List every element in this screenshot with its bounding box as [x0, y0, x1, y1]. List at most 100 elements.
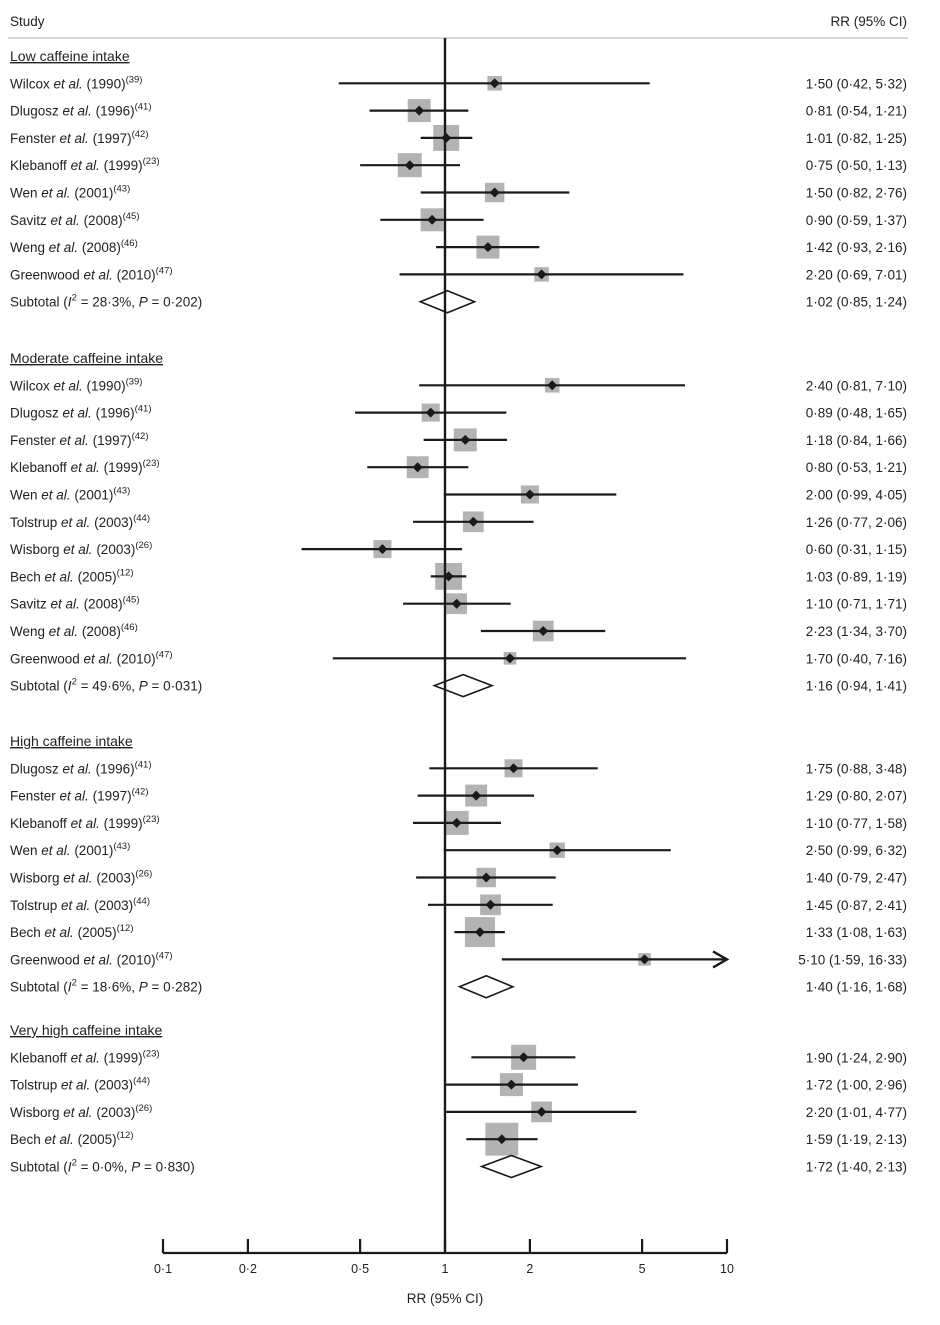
study-label: Dlugosz et al. (1996)(41) [10, 759, 152, 776]
study-label: Bech et al. (2005)(12) [10, 567, 134, 584]
point-estimate [482, 242, 493, 253]
group-heading: Very high caffeine intake [10, 1022, 163, 1038]
study-label: Weng et al. (2008)(46) [10, 238, 138, 255]
study-label: Fenster et al. (1997)(42) [10, 431, 149, 448]
point-estimate [451, 817, 462, 828]
point-estimate [427, 214, 438, 225]
study-rr-value: 1·03 (0·89, 1·19) [806, 569, 907, 584]
x-tick-label: 2 [526, 1262, 533, 1276]
subtotal-rr-value: 1·72 (1·40, 2·13) [806, 1160, 907, 1175]
point-estimate [451, 598, 462, 609]
study-rr-value: 1·10 (0·71, 1·71) [806, 597, 907, 612]
point-estimate [489, 78, 500, 89]
point-estimate [468, 516, 479, 527]
study-rr-value: 1·33 (1·08, 1·63) [806, 925, 907, 940]
study-rr-value: 2·40 (0·81, 7·10) [806, 378, 907, 393]
x-tick-label: 0·2 [239, 1262, 257, 1276]
study-label: Greenwood et al. (2010)(47) [10, 265, 173, 282]
study-label: Tolstrup et al. (2003)(44) [10, 1076, 150, 1093]
subtotal-diamond [418, 289, 477, 314]
study-rr-value: 1·01 (0·82, 1·25) [806, 131, 907, 146]
subtotal-rr-value: 1·02 (0·85, 1·24) [806, 295, 907, 310]
x-tick-label: 5 [639, 1262, 646, 1276]
study-label: Wisborg et al. (2003)(26) [10, 869, 152, 886]
study-rr-value: 2·50 (0·99, 6·32) [806, 843, 907, 858]
point-estimate [425, 407, 436, 418]
study-rr-value: 0·75 (0·50, 1·13) [806, 158, 907, 173]
point-estimate [481, 872, 492, 883]
study-rr-value: 2·20 (1·01, 4·77) [806, 1105, 907, 1120]
study-label: Wilcox et al. (1990)(39) [10, 74, 142, 91]
study-label: Weng et al. (2008)(46) [10, 622, 138, 639]
study-rr-value: 2·23 (1·34, 3·70) [806, 624, 907, 639]
study-label: Wisborg et al. (2003)(26) [10, 540, 152, 557]
study-rr-value: 1·10 (0·77, 1·58) [806, 816, 907, 831]
study-rr-value: 0·89 (0·48, 1·65) [806, 406, 907, 421]
study-rr-value: 0·60 (0·31, 1·15) [806, 542, 907, 557]
study-label: Wilcox et al. (1990)(39) [10, 376, 142, 393]
point-estimate [639, 954, 650, 965]
point-estimate [536, 1106, 547, 1117]
study-rr-value: 0·81 (0·54, 1·21) [806, 104, 907, 119]
point-estimate [404, 160, 415, 171]
study-rr-value: 1·40 (0·79, 2·47) [806, 871, 907, 886]
x-tick-label: 0·1 [154, 1262, 172, 1276]
point-estimate [538, 626, 549, 636]
study-label: Klebanoff et al. (1999)(23) [10, 458, 160, 475]
x-tick-label: 1 [442, 1262, 449, 1276]
study-rr-value: 1·42 (0·93, 2·16) [806, 240, 907, 255]
group-heading: High caffeine intake [10, 733, 133, 749]
study-label: Bech et al. (2005)(12) [10, 923, 134, 940]
study-label: Bech et al. (2005)(12) [10, 1130, 134, 1147]
study-rr-value: 1·45 (0·87, 2·41) [806, 898, 907, 913]
study-rr-value: 1·90 (1·24, 2·90) [806, 1050, 907, 1065]
point-estimate [536, 269, 547, 280]
point-estimate [506, 1079, 517, 1090]
study-rr-value: 2·00 (0·99, 4·05) [806, 488, 907, 503]
subtotal-label: Subtotal (I2 = 28·3%, P = 0·202) [10, 293, 202, 310]
point-estimate [377, 544, 388, 555]
point-estimate [524, 489, 535, 500]
study-label: Fenster et al. (1997)(42) [10, 787, 149, 804]
study-label: Klebanoff et al. (1999)(23) [10, 156, 160, 173]
study-label: Klebanoff et al. (1999)(23) [10, 1048, 160, 1065]
study-rr-value: 0·90 (0·59, 1·37) [806, 213, 907, 228]
study-rr-value: 1·29 (0·80, 2·07) [806, 789, 907, 804]
study-label: Savitz et al. (2008)(45) [10, 211, 140, 228]
ci-arrow [712, 950, 730, 969]
subtotal-rr-value: 1·16 (0·94, 1·41) [806, 679, 907, 694]
point-estimate [489, 187, 500, 198]
study-label: Wen et al. (2001)(43) [10, 184, 130, 201]
point-estimate [547, 380, 558, 391]
point-estimate [518, 1052, 529, 1063]
study-rr-value: 2·20 (0·69, 7·01) [806, 267, 907, 282]
study-column-header: Study [10, 14, 45, 29]
point-estimate [412, 462, 423, 473]
subtotal-label: Subtotal (I2 = 18·6%, P = 0·282) [10, 978, 202, 995]
study-label: Savitz et al. (2008)(45) [10, 595, 140, 612]
point-estimate [414, 105, 425, 116]
rr-column-header: RR (95% CI) [830, 14, 907, 29]
point-estimate [441, 132, 452, 143]
study-rr-value: 1·70 (0·40, 7·16) [806, 651, 907, 666]
study-label: Greenwood et al. (2010)(47) [10, 649, 173, 666]
point-estimate [460, 434, 471, 445]
x-axis-label: RR (95% CI) [407, 1291, 484, 1306]
point-estimate [552, 845, 563, 856]
study-label: Klebanoff et al. (1999)(23) [10, 814, 160, 831]
point-estimate [485, 899, 496, 910]
study-rr-value: 1·26 (0·77, 2·06) [806, 515, 907, 530]
point-estimate [474, 927, 485, 938]
study-rr-value: 1·50 (0·82, 2·76) [806, 186, 907, 201]
subtotal-rr-value: 1·40 (1·16, 1·68) [806, 980, 907, 995]
group-heading: Low caffeine intake [10, 48, 130, 64]
subtotal-diamond [457, 974, 515, 999]
subtotal-label: Subtotal (I2 = 0·0%, P = 0·830) [10, 1158, 195, 1175]
study-label: Wen et al. (2001)(43) [10, 486, 130, 503]
point-estimate [508, 763, 519, 774]
x-tick-label: 0·5 [351, 1262, 369, 1276]
point-estimate [496, 1134, 507, 1145]
subtotal-diamond [432, 673, 495, 698]
point-estimate [471, 790, 482, 801]
